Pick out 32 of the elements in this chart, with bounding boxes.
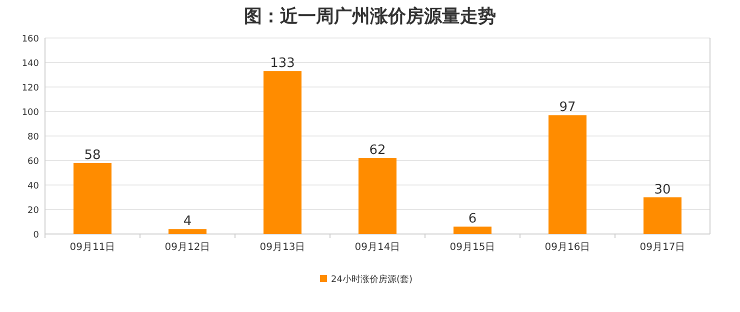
data-label: 62 <box>369 143 386 158</box>
bar <box>264 71 302 234</box>
bar <box>74 162 112 234</box>
y-tick-label: 140 <box>22 59 40 69</box>
bar <box>454 226 492 234</box>
data-label: 30 <box>654 182 671 198</box>
legend-label: 24小时涨价房源(套) <box>331 274 412 285</box>
y-tick-label: 0 <box>33 230 40 240</box>
x-tick-label: 09月17日 <box>640 242 686 253</box>
x-tick-label: 09月11日 <box>70 242 116 253</box>
y-tick-label: 120 <box>22 84 40 94</box>
y-tick-label: 100 <box>22 108 40 118</box>
bar <box>548 115 586 234</box>
chart-title: 图：近一周广州涨价房源量走势 <box>244 6 496 27</box>
data-label: 6 <box>468 212 477 227</box>
x-tick-label: 09月13日 <box>260 242 306 253</box>
y-tick-label: 40 <box>28 182 40 192</box>
data-label: 97 <box>559 100 576 116</box>
bar <box>358 158 396 234</box>
bar <box>644 197 682 234</box>
y-tick-label: 80 <box>28 132 40 142</box>
data-label: 4 <box>183 214 192 230</box>
x-tick-label: 09月12日 <box>164 242 210 253</box>
bar <box>168 229 206 234</box>
y-tick-label: 160 <box>22 34 40 44</box>
x-tick-label: 09月15日 <box>450 242 496 253</box>
y-tick-label: 20 <box>28 206 40 216</box>
x-tick-label: 09月16日 <box>544 242 590 253</box>
y-tick-label: 60 <box>28 157 40 167</box>
data-label: 133 <box>270 56 295 72</box>
x-tick-label: 09月14日 <box>354 242 400 253</box>
data-label: 58 <box>84 148 101 163</box>
